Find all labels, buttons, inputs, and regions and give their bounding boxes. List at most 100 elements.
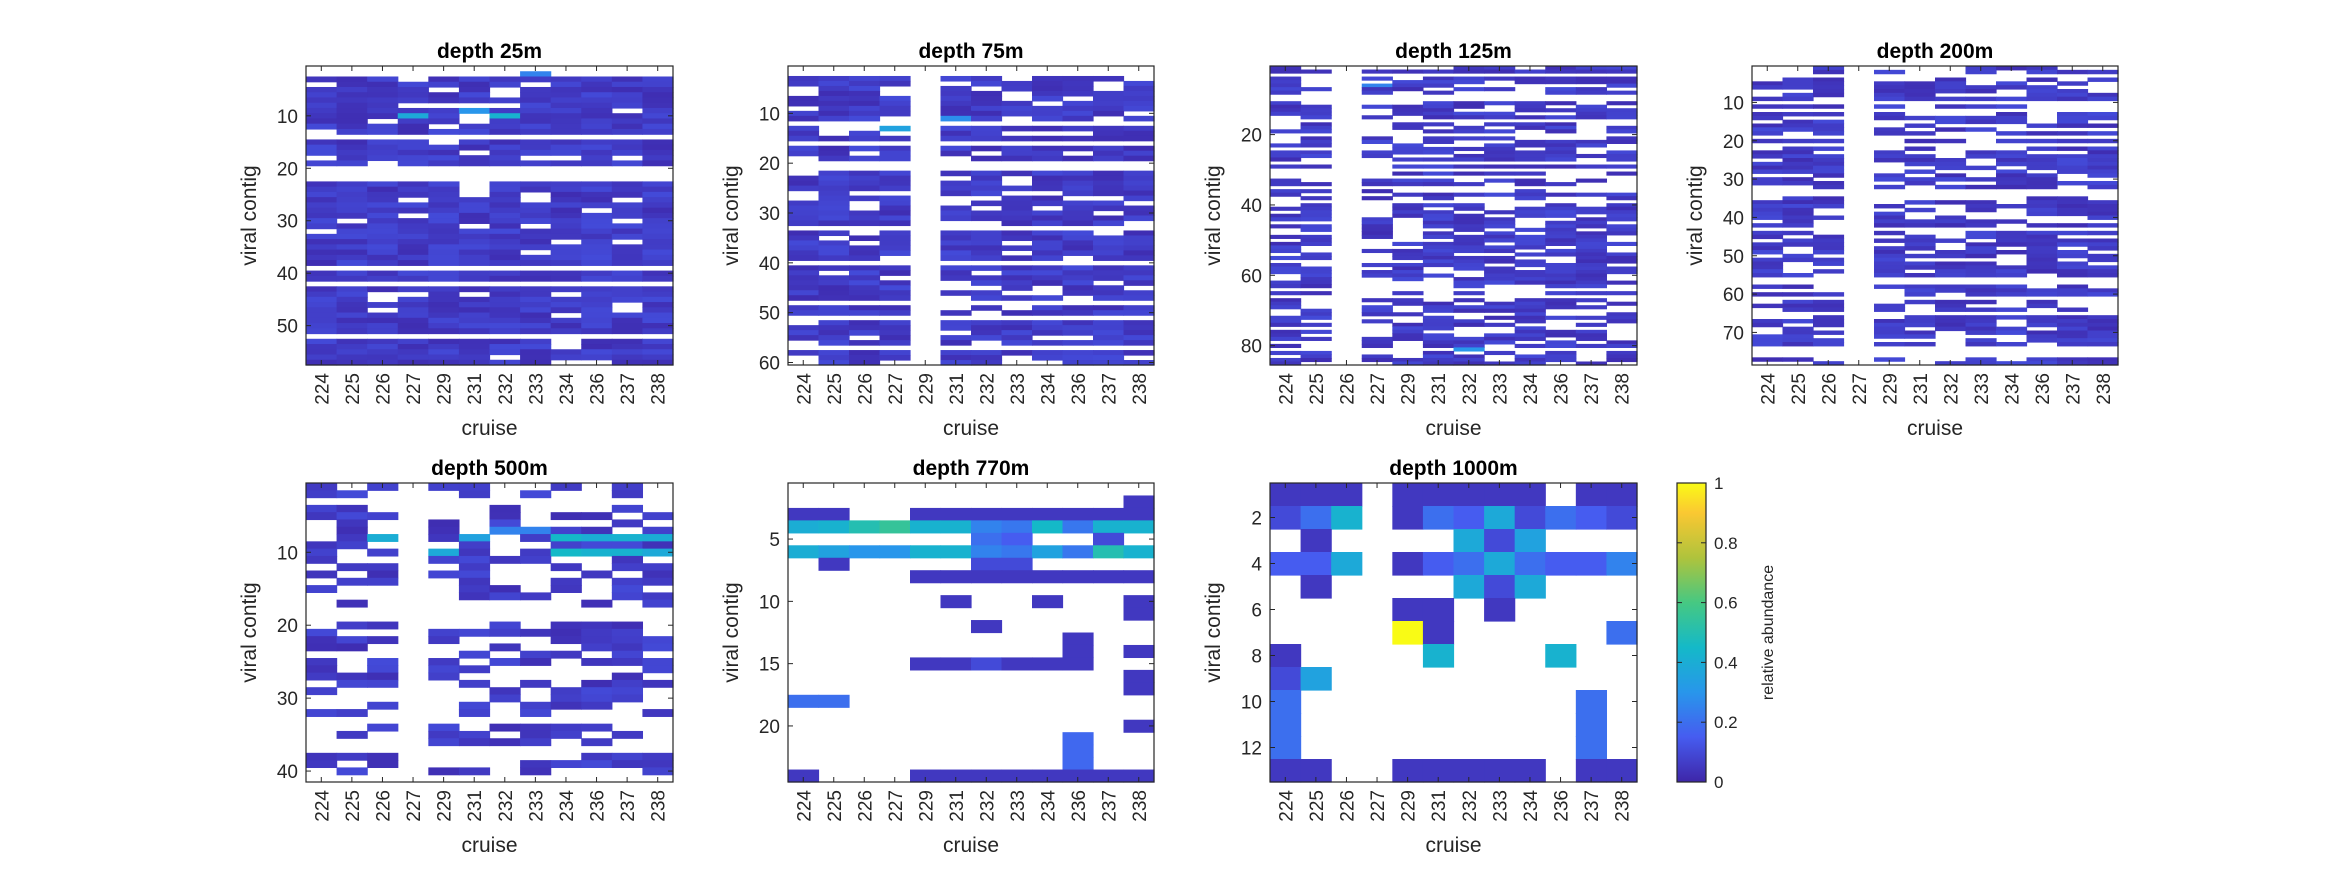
heatmap-cell [1514, 270, 1546, 275]
heatmap-cell [1422, 182, 1455, 187]
heatmap-cell [1392, 182, 1424, 187]
heatmap-cell [849, 355, 881, 361]
heatmap-cell [1453, 343, 1485, 349]
heatmap-cell [520, 92, 552, 99]
heatmap-cell [336, 296, 368, 303]
heatmap-cell [581, 512, 613, 521]
x-tick-label: 236 [588, 373, 609, 405]
heatmap-cell [818, 115, 850, 122]
heatmap-cell [1874, 150, 1906, 155]
heatmap-cell [306, 687, 338, 696]
heatmap-cell [1545, 206, 1577, 211]
heatmap-cell [1001, 507, 1033, 521]
heatmap-cell [910, 570, 942, 584]
heatmap-cell [2057, 123, 2089, 128]
axes-frame [305, 482, 674, 783]
heatmap-cell [1062, 85, 1094, 92]
heatmap-cell [1996, 112, 2028, 117]
heatmap-cell [1813, 131, 1845, 136]
heatmap-cell [1752, 123, 1784, 128]
heatmap-cell [1935, 253, 1967, 259]
heatmap-cell [1270, 255, 1302, 261]
heatmap-cell [581, 687, 613, 696]
heatmap-cell [1453, 298, 1485, 303]
heatmap-cell [367, 139, 399, 146]
heatmap-cell [1062, 340, 1094, 346]
y-tick-label: 80 [1241, 337, 1262, 358]
heatmap-cell [306, 244, 338, 251]
heatmap-cell [336, 191, 368, 198]
heatmap-cell [306, 338, 338, 345]
heatmap-cell [1575, 252, 1608, 257]
heatmap-cell [971, 320, 1003, 326]
heatmap-cell [1361, 248, 1393, 254]
heatmap-cell [849, 85, 881, 92]
heatmap-cell [2087, 273, 2119, 278]
heatmap-cell [2026, 357, 2058, 362]
heatmap-cell [1575, 713, 1608, 737]
x-tick-label: 233 [1008, 373, 1029, 405]
heatmap-cell [1270, 280, 1302, 285]
heatmap-cell [1062, 115, 1094, 122]
heatmap-cell [367, 128, 399, 135]
heatmap-cell [1093, 290, 1125, 296]
heatmap-cell [1392, 192, 1424, 197]
heatmap-cell [971, 305, 1003, 311]
heatmap-cell [1300, 575, 1332, 599]
panel-title: depth 770m [913, 457, 1030, 480]
heatmap-cell [1996, 81, 2028, 86]
heatmap-cell [611, 296, 644, 303]
heatmap-cell [1606, 340, 1638, 345]
heatmap-cell [611, 254, 644, 261]
heatmap-cell [1422, 192, 1455, 197]
x-tick-label: 226 [373, 373, 394, 405]
heatmap-cell [1514, 483, 1546, 507]
heatmap-cell [1935, 200, 1967, 205]
heatmap-cell [611, 490, 644, 499]
heatmap-cell [550, 118, 582, 125]
heatmap-cell [1545, 227, 1577, 232]
heatmap-cell [1361, 182, 1393, 187]
heatmap-cell [1361, 220, 1393, 225]
heatmap-cell [642, 338, 674, 345]
heatmap-cell [611, 679, 644, 688]
heatmap-cell [1752, 181, 1784, 186]
heatmap-cell [879, 75, 911, 82]
heatmap-cell [581, 249, 613, 256]
heatmap-cell [1545, 280, 1577, 285]
heatmap-cell [1300, 196, 1332, 201]
heatmap-cell [1575, 343, 1608, 349]
heatmap-cell [642, 349, 674, 356]
heatmap-cell [2026, 89, 2058, 94]
heatmap-cell [397, 328, 429, 335]
heatmap-cell [1484, 483, 1516, 507]
heatmap-cell [611, 113, 644, 120]
heatmap-cell [1453, 483, 1485, 507]
heatmap-cell [581, 144, 613, 151]
y-tick-label: 60 [1723, 285, 1744, 306]
heatmap-cell [1514, 178, 1546, 183]
heatmap-cell [788, 230, 820, 237]
heatmap-cell [1996, 177, 2028, 182]
heatmap-cell [940, 170, 972, 177]
heatmap-cell [550, 260, 582, 266]
heatmap-cell [611, 541, 644, 550]
y-tick-label: 12 [1241, 739, 1262, 760]
heatmap-cell [1484, 150, 1516, 155]
heatmap-cell [1752, 284, 1784, 289]
heatmap-cell [1874, 273, 1906, 278]
heatmap-cell [1752, 338, 1784, 343]
heatmap-cell [1904, 81, 1936, 86]
heatmap-cell [879, 240, 911, 246]
heatmap-cell [550, 207, 582, 214]
heatmap-cell [2087, 292, 2119, 297]
heatmap-cell [550, 233, 582, 240]
heatmap-cell [818, 240, 850, 246]
x-tick-label: 234 [1038, 373, 1059, 405]
heatmap-cell [642, 233, 674, 240]
heatmap-cell [367, 260, 399, 266]
heatmap-cell [940, 275, 972, 281]
heatmap-cell [1575, 234, 1608, 239]
heatmap-cell [489, 687, 521, 696]
heatmap-cell [1752, 85, 1784, 90]
